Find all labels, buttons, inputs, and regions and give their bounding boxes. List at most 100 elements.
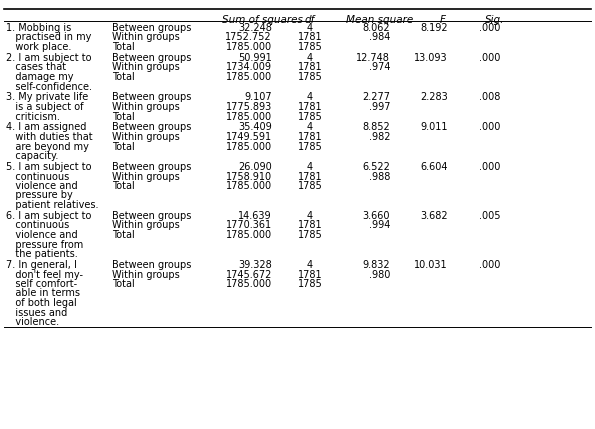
Text: 1785: 1785 bbox=[298, 230, 322, 240]
Text: 4. I am assigned: 4. I am assigned bbox=[6, 123, 86, 133]
Text: Between groups: Between groups bbox=[112, 23, 192, 33]
Text: 4: 4 bbox=[307, 23, 313, 33]
Text: Total: Total bbox=[112, 112, 134, 121]
Text: 2.277: 2.277 bbox=[362, 93, 390, 103]
Text: damage my: damage my bbox=[6, 72, 74, 82]
Text: Sig.: Sig. bbox=[486, 15, 505, 25]
Text: 6.604: 6.604 bbox=[421, 162, 448, 172]
Text: Within groups: Within groups bbox=[112, 102, 180, 112]
Text: 2.283: 2.283 bbox=[420, 93, 448, 103]
Text: 1770.361: 1770.361 bbox=[226, 221, 272, 230]
Text: 4: 4 bbox=[307, 53, 313, 63]
Text: of both legal: of both legal bbox=[6, 298, 77, 308]
Text: 1785.000: 1785.000 bbox=[226, 112, 272, 121]
Text: 1785: 1785 bbox=[298, 279, 322, 289]
Text: Total: Total bbox=[112, 142, 134, 151]
Text: 9.011: 9.011 bbox=[421, 123, 448, 133]
Text: 1734.009: 1734.009 bbox=[226, 63, 272, 73]
Text: 35.409: 35.409 bbox=[238, 123, 272, 133]
Text: violence and: violence and bbox=[6, 181, 77, 191]
Text: violence.: violence. bbox=[6, 317, 59, 327]
Text: 1785: 1785 bbox=[298, 72, 322, 82]
Text: 1785.000: 1785.000 bbox=[226, 142, 272, 151]
Text: Between groups: Between groups bbox=[112, 93, 192, 103]
Text: 1785.000: 1785.000 bbox=[226, 42, 272, 52]
Text: Between groups: Between groups bbox=[112, 260, 192, 270]
Text: 8.062: 8.062 bbox=[362, 23, 390, 33]
Text: 1758.910: 1758.910 bbox=[226, 172, 272, 181]
Text: Total: Total bbox=[112, 230, 134, 240]
Text: .008: .008 bbox=[478, 93, 500, 103]
Text: 1785: 1785 bbox=[298, 42, 322, 52]
Text: 8.852: 8.852 bbox=[362, 123, 390, 133]
Text: 2. I am subject to: 2. I am subject to bbox=[6, 53, 92, 63]
Text: work place.: work place. bbox=[6, 42, 71, 52]
Text: 1752.752: 1752.752 bbox=[226, 33, 272, 42]
Text: 3.682: 3.682 bbox=[421, 211, 448, 221]
Text: 12.748: 12.748 bbox=[356, 53, 390, 63]
Text: 1781: 1781 bbox=[298, 33, 322, 42]
Text: 1785: 1785 bbox=[298, 142, 322, 151]
Text: 4: 4 bbox=[307, 123, 313, 133]
Text: F: F bbox=[440, 15, 446, 25]
Text: criticism.: criticism. bbox=[6, 112, 60, 121]
Text: continuous: continuous bbox=[6, 172, 69, 181]
Text: 1785.000: 1785.000 bbox=[226, 181, 272, 191]
Text: Total: Total bbox=[112, 181, 134, 191]
Text: issues and: issues and bbox=[6, 308, 67, 317]
Text: 1785: 1785 bbox=[298, 112, 322, 121]
Text: 1. Mobbing is: 1. Mobbing is bbox=[6, 23, 71, 33]
Text: 1749.591: 1749.591 bbox=[226, 132, 272, 142]
Text: .984: .984 bbox=[369, 33, 390, 42]
Text: 10.031: 10.031 bbox=[414, 260, 448, 270]
Text: Between groups: Between groups bbox=[112, 123, 192, 133]
Text: 1745.672: 1745.672 bbox=[226, 269, 272, 280]
Text: 1781: 1781 bbox=[298, 102, 322, 112]
Text: 4: 4 bbox=[307, 162, 313, 172]
Text: with duties that: with duties that bbox=[6, 132, 93, 142]
Text: 4: 4 bbox=[307, 211, 313, 221]
Text: 8.192: 8.192 bbox=[421, 23, 448, 33]
Text: are beyond my: are beyond my bbox=[6, 142, 89, 151]
Text: capacity.: capacity. bbox=[6, 151, 58, 161]
Text: 13.093: 13.093 bbox=[414, 53, 448, 63]
Text: Total: Total bbox=[112, 279, 134, 289]
Text: 1785.000: 1785.000 bbox=[226, 279, 272, 289]
Text: pressure by: pressure by bbox=[6, 190, 73, 200]
Text: Within groups: Within groups bbox=[112, 269, 180, 280]
Text: is a subject of: is a subject of bbox=[6, 102, 83, 112]
Text: Within groups: Within groups bbox=[112, 172, 180, 181]
Text: .005: .005 bbox=[478, 211, 500, 221]
Text: Sum of squares: Sum of squares bbox=[221, 15, 302, 25]
Text: .000: .000 bbox=[478, 123, 500, 133]
Text: patient relatives.: patient relatives. bbox=[6, 200, 99, 210]
Text: Between groups: Between groups bbox=[112, 211, 192, 221]
Text: Within groups: Within groups bbox=[112, 33, 180, 42]
Text: 1781: 1781 bbox=[298, 63, 322, 73]
Text: 32.248: 32.248 bbox=[238, 23, 272, 33]
Text: 7. In general, I: 7. In general, I bbox=[6, 260, 77, 270]
Text: 1775.893: 1775.893 bbox=[226, 102, 272, 112]
Text: 1781: 1781 bbox=[298, 269, 322, 280]
Text: the patients.: the patients. bbox=[6, 249, 78, 259]
Text: self comfort-: self comfort- bbox=[6, 279, 77, 289]
Text: .000: .000 bbox=[478, 53, 500, 63]
Text: 6. I am subject to: 6. I am subject to bbox=[6, 211, 92, 221]
Text: 4: 4 bbox=[307, 260, 313, 270]
Text: 3.660: 3.660 bbox=[362, 211, 390, 221]
Text: 39.328: 39.328 bbox=[238, 260, 272, 270]
Text: Within groups: Within groups bbox=[112, 221, 180, 230]
Text: 5. I am subject to: 5. I am subject to bbox=[6, 162, 92, 172]
Text: Total: Total bbox=[112, 72, 134, 82]
Text: 26.090: 26.090 bbox=[238, 162, 272, 172]
Text: .997: .997 bbox=[368, 102, 390, 112]
Text: Mean square: Mean square bbox=[346, 15, 414, 25]
Text: .000: .000 bbox=[478, 23, 500, 33]
Text: self-confidence.: self-confidence. bbox=[6, 82, 92, 91]
Text: df: df bbox=[305, 15, 315, 25]
Text: 14.639: 14.639 bbox=[239, 211, 272, 221]
Text: violence and: violence and bbox=[6, 230, 77, 240]
Text: Between groups: Between groups bbox=[112, 53, 192, 63]
Text: 50.991: 50.991 bbox=[238, 53, 272, 63]
Text: 1781: 1781 bbox=[298, 132, 322, 142]
